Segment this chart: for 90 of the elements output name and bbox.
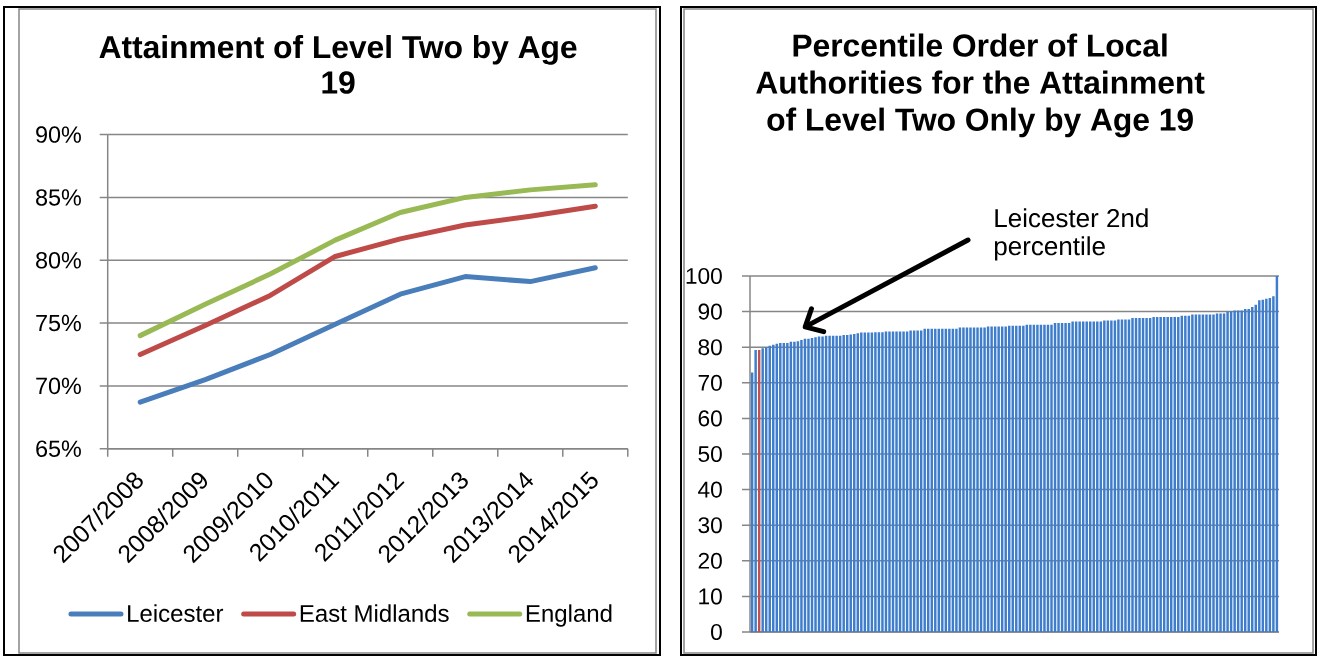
y-tick-label: 50 [698, 445, 722, 463]
bar [800, 340, 803, 632]
y-tick-label: 10 [699, 588, 722, 605]
bar [874, 332, 877, 632]
legend-label: England [526, 604, 612, 627]
bar [962, 327, 965, 632]
bar [1205, 314, 1208, 632]
bar [1029, 324, 1032, 632]
bar [983, 327, 986, 632]
bar [1043, 324, 1046, 632]
bar [867, 332, 870, 632]
bar [888, 331, 891, 632]
bar [1078, 321, 1081, 632]
bar [1064, 322, 1067, 632]
bar [997, 326, 1000, 632]
bar [761, 348, 764, 632]
y-tick-label: 60 [698, 410, 722, 427]
y-tick-label: 40 [698, 481, 722, 498]
bar [1117, 319, 1120, 632]
bar [1004, 326, 1007, 632]
y-tick-label: 85% [36, 189, 81, 206]
bar [969, 327, 972, 632]
bar [1265, 298, 1268, 632]
y-tick-label: 75% [36, 314, 81, 332]
bar [1103, 320, 1106, 632]
bar [1036, 324, 1039, 632]
bar [1152, 316, 1155, 632]
y-tick-label: 80 [698, 339, 722, 356]
y-tick-label: 100 [686, 267, 722, 285]
chart-title: Attainment of Level Two by Age 19 [99, 34, 577, 94]
bar [934, 328, 937, 632]
bar [941, 328, 944, 632]
bar [860, 332, 863, 632]
bar [786, 342, 789, 632]
bar [1022, 325, 1025, 632]
bar [976, 327, 979, 632]
y-tick-label: 70% [36, 377, 81, 395]
bar [909, 330, 912, 632]
bar [1258, 300, 1261, 632]
bar [895, 331, 898, 632]
bar [828, 335, 831, 632]
bar [881, 332, 884, 632]
y-tick-label: 90% [36, 126, 81, 143]
legend-label: East Midlands [300, 604, 449, 622]
bar [1138, 318, 1141, 632]
bar [779, 342, 782, 632]
bar [807, 338, 810, 632]
bar [1050, 324, 1053, 632]
bar [955, 328, 958, 632]
bar [1124, 319, 1127, 632]
bar [990, 326, 993, 632]
bar [1015, 325, 1018, 632]
bar [1198, 314, 1201, 632]
bar [814, 337, 817, 632]
bar [835, 335, 838, 632]
bar [1131, 318, 1134, 632]
bar [793, 341, 796, 632]
y-tick-label: 90 [698, 303, 722, 320]
text: Leicester 2nd percentile [994, 208, 1148, 261]
chart-title: Percentile Order of Local Authorities for the Attainment of Level Two Only by Age 19 [756, 33, 1205, 138]
bar [1110, 320, 1113, 632]
bar [821, 336, 824, 632]
bar [1226, 311, 1229, 632]
bar [842, 335, 845, 632]
bar [948, 328, 951, 632]
y-tick-label: 70 [698, 374, 722, 391]
bar [1184, 315, 1187, 632]
bar [902, 331, 905, 632]
bar [1159, 316, 1162, 632]
bar [916, 330, 919, 632]
y-tick-label: 65% [36, 440, 81, 457]
bar [1177, 316, 1180, 632]
y-tick-label: 80% [36, 251, 81, 269]
bar [923, 328, 926, 632]
bar [1145, 318, 1148, 632]
bar [1057, 322, 1060, 632]
bar [1219, 313, 1222, 632]
bar [1166, 316, 1169, 632]
bar [1233, 310, 1236, 632]
bar [1085, 321, 1088, 632]
y-tick-label: 30 [698, 517, 722, 534]
legend-label: Leicester [128, 604, 224, 622]
y-tick-label: 20 [698, 552, 722, 569]
bar [754, 350, 757, 632]
y-tick-label: 0 [711, 623, 722, 641]
bar [1240, 310, 1243, 632]
bar [1212, 314, 1215, 632]
bar [1191, 314, 1194, 632]
bar [1096, 321, 1099, 632]
bar [1071, 321, 1074, 632]
